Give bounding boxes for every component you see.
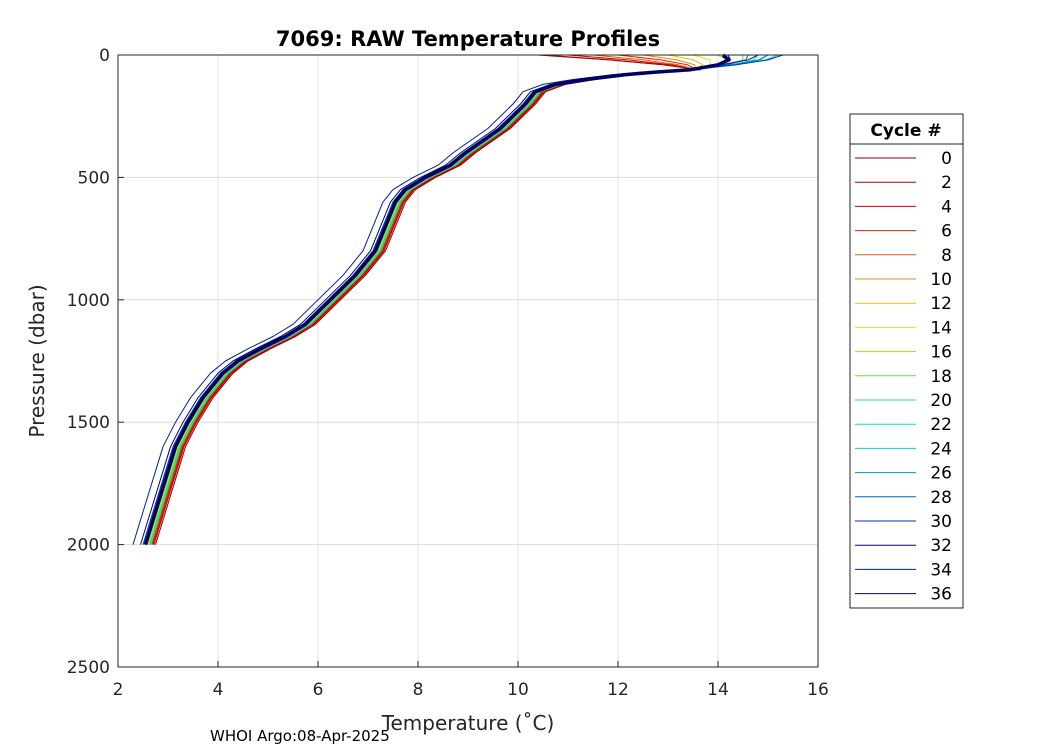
y-tick-label: 500 <box>78 168 110 188</box>
legend-label-cycle-30: 30 <box>930 512 952 532</box>
x-tick-label: 2 <box>113 680 124 700</box>
legend-label-cycle-16: 16 <box>930 343 952 363</box>
y-tick-label: 1500 <box>67 413 110 433</box>
y-tick-label: 0 <box>99 46 110 66</box>
legend-label-cycle-2: 2 <box>941 173 952 193</box>
legend-label-cycle-28: 28 <box>930 488 952 508</box>
x-tick-label: 4 <box>213 680 224 700</box>
chart-title: 7069: RAW Temperature Profiles <box>276 27 660 51</box>
x-axis-ticks: 2 4 6 8 10 12 14 16 <box>113 661 829 700</box>
legend-label-cycle-20: 20 <box>930 391 952 411</box>
legend-label-cycle-24: 24 <box>930 439 952 459</box>
legend-label-cycle-0: 0 <box>941 149 952 169</box>
legend-label-cycle-34: 34 <box>930 560 952 580</box>
x-tick-label: 10 <box>507 680 529 700</box>
legend-label-cycle-14: 14 <box>930 318 952 338</box>
y-tick-label: 1000 <box>67 291 110 311</box>
x-tick-label: 8 <box>413 680 424 700</box>
legend-label-cycle-8: 8 <box>941 246 952 266</box>
legend-label-cycle-32: 32 <box>930 536 952 556</box>
legend-box <box>849 113 964 609</box>
x-axis-label: Temperature (˚C) <box>381 711 555 735</box>
y-tick-label: 2500 <box>67 658 110 678</box>
legend-label-cycle-10: 10 <box>930 270 952 290</box>
legend-label-cycle-6: 6 <box>941 222 952 242</box>
legend: Cycle # 02468101214161820222426283032343… <box>849 113 964 609</box>
legend-label-cycle-36: 36 <box>930 585 952 605</box>
footer-note: WHOI Argo:08-Apr-2025 <box>210 727 390 745</box>
plot-area <box>118 55 818 667</box>
y-tick-label: 2000 <box>67 536 110 556</box>
legend-label-cycle-26: 26 <box>930 464 952 484</box>
profile-line-cycle-36 <box>143 53 731 546</box>
legend-label-cycle-22: 22 <box>930 415 952 435</box>
profile-lines <box>132 53 784 546</box>
x-tick-label: 6 <box>313 680 324 700</box>
legend-label-cycle-18: 18 <box>930 367 952 387</box>
y-axis-label: Pressure (dbar) <box>25 284 49 437</box>
plot-frame <box>117 54 819 668</box>
x-tick-label: 16 <box>807 680 829 700</box>
y-axis-ticks: 0 500 1000 1500 2000 2500 <box>67 46 124 678</box>
x-tick-label: 14 <box>707 680 729 700</box>
legend-label-cycle-4: 4 <box>941 197 952 217</box>
legend-label-cycle-12: 12 <box>930 294 952 314</box>
legend-title: Cycle # <box>870 121 941 141</box>
x-tick-label: 12 <box>607 680 629 700</box>
